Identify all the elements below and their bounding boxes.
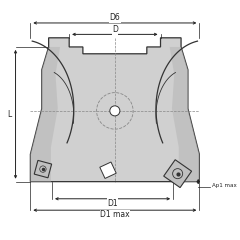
Text: L: L <box>8 110 12 119</box>
Polygon shape <box>164 160 192 188</box>
Text: D1: D1 <box>107 199 118 208</box>
Polygon shape <box>30 38 199 182</box>
Polygon shape <box>30 47 60 182</box>
Polygon shape <box>34 160 52 178</box>
Text: Ap1 max: Ap1 max <box>212 183 237 188</box>
Text: D6: D6 <box>109 13 120 23</box>
Text: D1 max: D1 max <box>100 210 130 219</box>
Polygon shape <box>170 47 199 182</box>
Circle shape <box>110 106 120 116</box>
Text: D: D <box>112 25 118 34</box>
Polygon shape <box>100 162 116 178</box>
